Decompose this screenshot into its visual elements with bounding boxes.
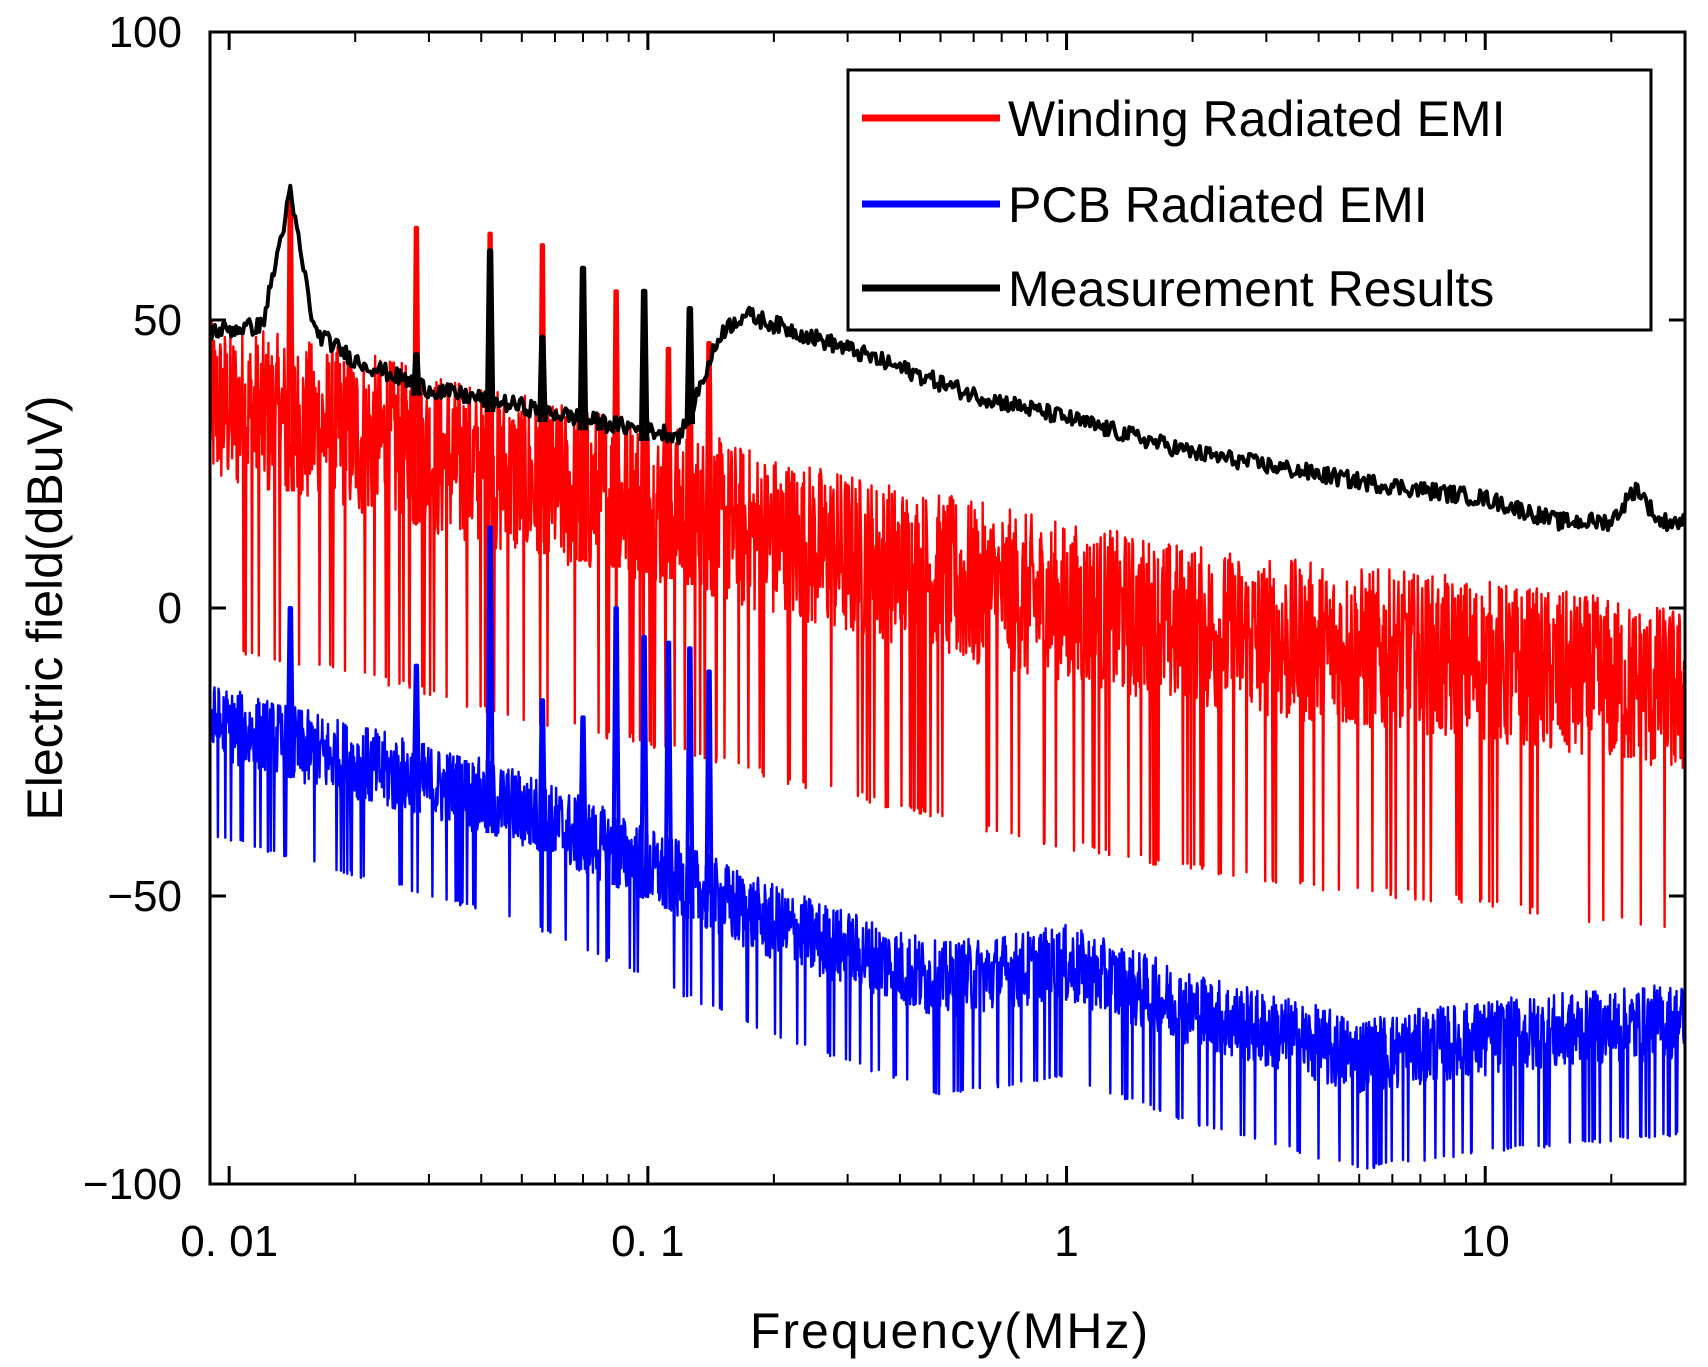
series-line-2 (210, 183, 1685, 533)
series-2-peak-4 (638, 288, 650, 442)
x-axis-title: Frequency(MHz) (750, 1303, 1150, 1359)
series-0-peak-7 (663, 346, 674, 580)
series-1-peak-1 (411, 663, 422, 813)
series-2-peak-2 (537, 334, 548, 423)
series-1-peak-4 (578, 715, 588, 870)
y-axis-title: Electric field(dBuV) (17, 395, 73, 820)
y-tick-label: 100 (109, 8, 182, 57)
x-tick-label: 0. 01 (180, 1217, 278, 1266)
x-tick-label: 10 (1461, 1217, 1510, 1266)
series-2-peak-0 (411, 352, 422, 396)
series-1-peak-6 (639, 634, 649, 898)
x-tick-label: 0. 1 (611, 1217, 684, 1266)
series-0-peak-9 (704, 341, 714, 591)
series-1-peak-2 (485, 525, 495, 834)
series-2-peak-5 (684, 306, 696, 425)
legend-label-pcb: PCB Radiated EMI (1008, 177, 1428, 233)
series-1-peak-0 (285, 606, 295, 778)
y-tick-label: 0 (158, 584, 182, 633)
axes-layer: 100 50 0 −50 −100 0. 01 0. 1 1 10 (83, 8, 1687, 1266)
series-1-peak-9 (704, 669, 714, 928)
series-2-peak-3 (577, 265, 589, 431)
legend-label-winding: Winding Radiated EMI (1008, 91, 1505, 147)
y-tick-label: −50 (107, 872, 182, 921)
legend-label-measurement: Measurement Results (1008, 261, 1494, 317)
series-1-peak-7 (663, 640, 674, 909)
series-1-peak-3 (537, 698, 548, 852)
y-tick-label: −100 (83, 1160, 182, 1209)
series-2-peak-1 (484, 248, 496, 413)
y-tick-label: 50 (133, 296, 182, 345)
series-line-0 (210, 319, 1685, 929)
series-1-peak-5 (611, 606, 621, 886)
series-layer (210, 183, 1685, 1170)
series-1-peak-8 (685, 646, 695, 919)
legend: Winding Radiated EMI PCB Radiated EMI Me… (846, 68, 1653, 332)
x-tick-label: 1 (1054, 1217, 1078, 1266)
series-line-1 (210, 686, 1685, 1170)
